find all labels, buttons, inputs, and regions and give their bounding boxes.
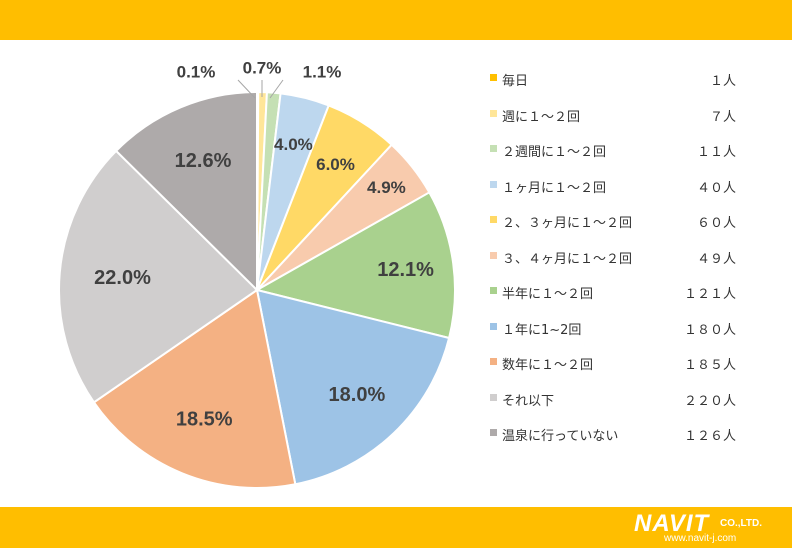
legend-label: 毎日	[502, 74, 529, 89]
leader-lines	[237, 79, 284, 99]
percent-label-5: 6.0%	[316, 155, 355, 174]
legend-count: １８５人	[683, 358, 736, 373]
percent-labels: 0.1% 0.7% 1.1% 4.0%6.0% 4.9% 12.1% 18.0% 18.5% 2…	[94, 59, 434, 431]
navit-logo: NAVIT CO.,LTD. www.navit-j.com	[624, 509, 784, 545]
percent-label-1: 0.1%	[177, 63, 216, 82]
percent-label-11: 12.6%	[175, 150, 232, 172]
slice-9	[92, 288, 297, 489]
legend-label: １ヶ月に１～２回	[502, 180, 607, 196]
percent-label-4: 4.0%	[274, 135, 313, 154]
legend-item: 週に１～２回 ７人	[488, 106, 738, 126]
slice-11	[114, 90, 258, 293]
legend-count: ７人	[709, 109, 736, 125]
legend-swatch	[490, 216, 497, 223]
legend-count: １人	[709, 74, 736, 89]
legend-count: ６０人	[696, 216, 736, 231]
legend-item: １ヶ月に１～２回 ４０人	[488, 177, 738, 197]
legend-swatch	[490, 393, 497, 401]
legend-item: 数年に１～２回 １８５人	[488, 354, 738, 374]
legend-swatch	[490, 180, 497, 188]
legend-label: 週に１～２回	[502, 109, 581, 125]
legend-swatch	[490, 322, 497, 330]
legend-item: それ以下 ２２０人	[488, 390, 738, 410]
legend-item: ２週間に１～２回 １１人	[488, 141, 738, 161]
percent-label-7: 12.1%	[377, 259, 434, 281]
legend-label: それ以下	[502, 393, 555, 409]
percent-label-9: 18.5%	[176, 409, 233, 431]
pie-chart: 0.1% 0.7% 1.1% 4.0%6.0% 4.9% 12.1% 18.0% 18.5% 2…	[58, 59, 456, 489]
legend-label: １年に1~2回	[502, 322, 582, 338]
bottom-banner	[0, 507, 792, 548]
leader-line-1	[237, 79, 256, 99]
legend-label: ２週間に１～２回	[502, 145, 607, 160]
pie-slices	[58, 90, 456, 489]
legend-item: ３、４ヶ月に１～２回 ４９人	[488, 248, 738, 268]
slice-10	[58, 149, 259, 404]
legend-count: １２１人	[683, 287, 736, 302]
legend-count: ２２０人	[683, 393, 736, 409]
legend-count: ４０人	[696, 180, 736, 196]
percent-label-2: 0.7%	[243, 59, 282, 78]
slice-8	[255, 288, 451, 486]
legend-count: １８０人	[683, 322, 736, 338]
percent-label-10: 22.0%	[94, 267, 151, 289]
legend-swatch	[490, 358, 497, 365]
legend-swatch	[490, 287, 497, 294]
logo-suffix: CO.,LTD.	[720, 518, 763, 529]
leader-line-3	[269, 79, 284, 99]
legend-swatch	[490, 74, 497, 81]
legend-swatch	[490, 109, 497, 117]
legend-label: ３、４ヶ月に１～２回	[502, 251, 633, 267]
legend-swatch	[490, 429, 497, 436]
legend-item: 温泉に行っていない １２６人	[488, 425, 738, 445]
legend-swatch	[490, 251, 497, 259]
legend-label: ２、３ヶ月に１～２回	[502, 216, 633, 231]
legend-label: 半年に１～２回	[502, 287, 594, 302]
percent-label-8: 18.0%	[329, 384, 386, 406]
logo-url: www.navit-j.com	[664, 533, 737, 544]
percent-label-3: 1.1%	[303, 63, 342, 82]
legend-count: １２６人	[683, 429, 736, 444]
legend-count: １１人	[696, 145, 736, 160]
legend-item: 毎日 １人	[488, 70, 738, 90]
legend-item: 半年に１～２回 １２１人	[488, 283, 738, 303]
percent-label-6: 4.9%	[367, 178, 406, 197]
legend-item: １年に1~2回 １８０人	[488, 319, 738, 339]
legend-count: ４９人	[696, 251, 736, 267]
legend-swatch	[490, 145, 497, 152]
legend-label: 温泉に行っていない	[502, 429, 619, 444]
logo-brand: NAVIT	[634, 510, 710, 537]
top-banner	[0, 0, 792, 40]
legend-label: 数年に１～２回	[502, 358, 594, 373]
legend-item: ２、３ヶ月に１～２回 ６０人	[488, 212, 738, 232]
